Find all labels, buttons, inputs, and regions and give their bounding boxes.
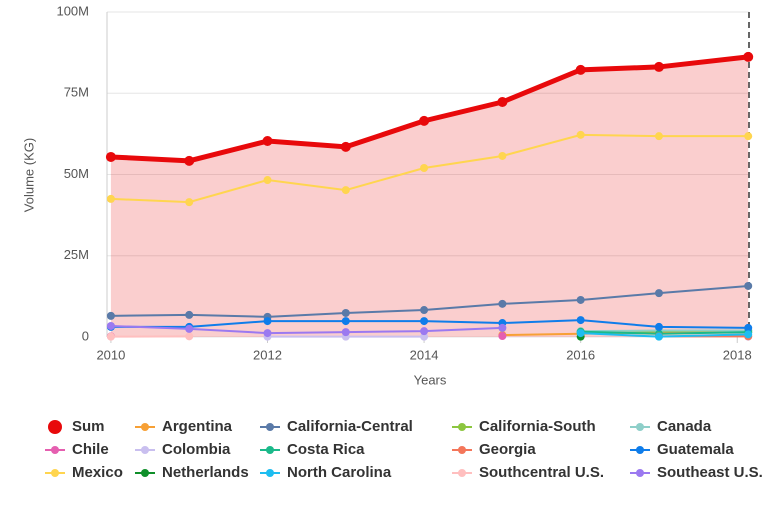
legend-label[interactable]: Costa Rica <box>287 441 365 458</box>
marker <box>576 329 585 338</box>
legend-label[interactable]: Sum <box>72 418 105 435</box>
legend-label[interactable]: Southcentral U.S. <box>479 464 604 481</box>
legend-label[interactable]: Colombia <box>162 441 231 458</box>
marker <box>185 198 194 207</box>
marker <box>498 323 507 332</box>
marker <box>653 61 664 72</box>
marker <box>498 332 507 341</box>
marker <box>744 281 753 290</box>
marker <box>185 310 194 319</box>
y-tick-label: 0 <box>82 328 89 343</box>
marker <box>340 141 351 152</box>
legend-marker <box>51 446 59 454</box>
legend-label[interactable]: California-Central <box>287 418 413 435</box>
marker <box>419 115 430 126</box>
marker <box>106 311 115 320</box>
marker <box>498 299 507 308</box>
marker <box>341 328 350 337</box>
marker <box>420 327 429 336</box>
legend-label[interactable]: North Carolina <box>287 464 392 481</box>
marker <box>744 132 753 141</box>
legend-marker <box>266 469 274 477</box>
marker <box>497 97 508 108</box>
legend-marker <box>458 423 466 431</box>
x-tick-label: 2018 <box>723 347 752 362</box>
marker <box>105 151 116 162</box>
legend-marker <box>51 469 59 477</box>
legend-label[interactable]: Canada <box>657 418 712 435</box>
marker <box>263 176 272 185</box>
legend-marker <box>141 446 149 454</box>
marker <box>106 321 115 330</box>
marker <box>576 295 585 304</box>
legend-marker <box>458 446 466 454</box>
x-axis-label: Years <box>414 372 447 387</box>
marker <box>341 317 350 326</box>
legend-label[interactable]: California-South <box>479 418 596 435</box>
marker <box>263 329 272 338</box>
marker <box>106 332 115 341</box>
marker <box>420 332 429 341</box>
marker <box>420 317 429 326</box>
y-axis-label: Volume (KG) <box>21 138 36 212</box>
area <box>110 56 749 337</box>
legend-marker <box>636 469 644 477</box>
marker <box>184 155 195 166</box>
y-tick-label: 25M <box>64 247 89 262</box>
legend-marker <box>636 446 644 454</box>
marker <box>743 51 754 62</box>
x-tick-label: 2012 <box>253 347 282 362</box>
line <box>580 329 749 333</box>
legend-label[interactable]: Chile <box>72 441 109 458</box>
legend-label[interactable]: Guatemala <box>657 441 734 458</box>
y-tick-label: 50M <box>64 166 89 181</box>
legend-label[interactable]: Argentina <box>162 418 233 435</box>
marker <box>263 317 272 326</box>
legend-marker <box>266 446 274 454</box>
marker <box>576 316 585 325</box>
y-tick-label: 100M <box>56 3 89 18</box>
legend-label[interactable]: Southeast U.S. <box>657 464 763 481</box>
legend-label[interactable]: Georgia <box>479 441 536 458</box>
marker <box>654 322 663 331</box>
marker <box>654 132 663 141</box>
marker <box>654 289 663 298</box>
legend-marker <box>458 469 466 477</box>
y-tick-label: 75M <box>64 85 89 100</box>
marker <box>341 308 350 317</box>
x-tick-label: 2010 <box>96 347 125 362</box>
marker <box>185 332 194 341</box>
legend-marker <box>266 423 274 431</box>
marker <box>744 323 753 332</box>
marker <box>576 130 585 139</box>
legend-marker <box>636 423 644 431</box>
marker <box>498 151 507 160</box>
marker <box>575 64 586 75</box>
legend-marker <box>141 469 149 477</box>
legend-marker <box>48 420 62 434</box>
marker <box>106 194 115 203</box>
legend-label[interactable]: Netherlands <box>162 464 249 481</box>
marker <box>420 164 429 172</box>
legend-marker <box>141 423 149 431</box>
marker <box>744 330 753 339</box>
legend-label[interactable]: Mexico <box>72 464 123 481</box>
line <box>110 324 503 335</box>
marker <box>185 324 194 333</box>
marker <box>262 136 273 147</box>
marker <box>654 332 663 341</box>
x-tick-label: 2016 <box>566 347 595 362</box>
marker <box>341 186 350 195</box>
x-tick-label: 2014 <box>410 347 439 362</box>
marker <box>420 306 429 315</box>
